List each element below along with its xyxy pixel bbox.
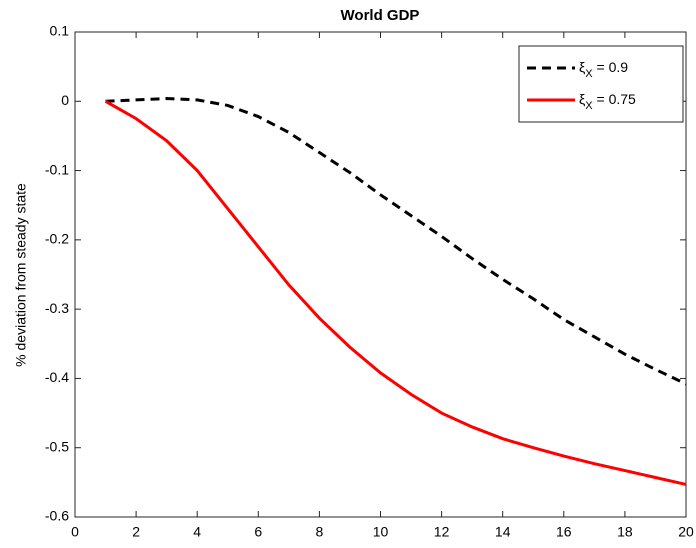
- x-tick-label: 2: [132, 524, 140, 540]
- x-tick-label: 10: [373, 524, 389, 540]
- legend-box: [518, 45, 684, 123]
- series-line: [105, 97, 687, 386]
- rest: = 0.9: [593, 59, 629, 75]
- y-tick-label: -0.1: [45, 161, 69, 177]
- legend-label: ξX = 0.9: [579, 59, 628, 80]
- y-tick-label: -0.3: [45, 300, 69, 316]
- x-tick-label: 4: [193, 524, 201, 540]
- subscript: X: [585, 100, 593, 112]
- rest: = 0.75: [593, 91, 636, 107]
- x-tick-label: 0: [71, 524, 79, 540]
- chart-title: World GDP: [341, 7, 420, 24]
- x-tick-label: 6: [254, 524, 262, 540]
- legend-label: ξX = 0.75: [579, 91, 636, 112]
- y-tick-label: 0: [61, 92, 69, 108]
- symbol: ξ: [579, 59, 585, 75]
- y-tick-label: -0.6: [45, 508, 69, 524]
- series-line: [104, 99, 687, 486]
- subscript: X: [585, 68, 593, 80]
- symbol: ξ: [579, 91, 585, 107]
- x-tick-label: 12: [434, 524, 450, 540]
- y-tick-label: 0.1: [50, 23, 70, 39]
- x-tick-label: 16: [556, 524, 572, 540]
- x-tick-label: 20: [678, 524, 694, 540]
- x-tick-label: 14: [495, 524, 511, 540]
- y-tick-label: -0.5: [45, 438, 69, 454]
- x-tick-label: 8: [316, 524, 324, 540]
- y-tick-label: -0.2: [45, 231, 69, 247]
- y-tick-label: -0.4: [45, 369, 69, 385]
- y-axis-label: % deviation from steady state: [13, 183, 29, 367]
- x-tick-label: 18: [617, 524, 633, 540]
